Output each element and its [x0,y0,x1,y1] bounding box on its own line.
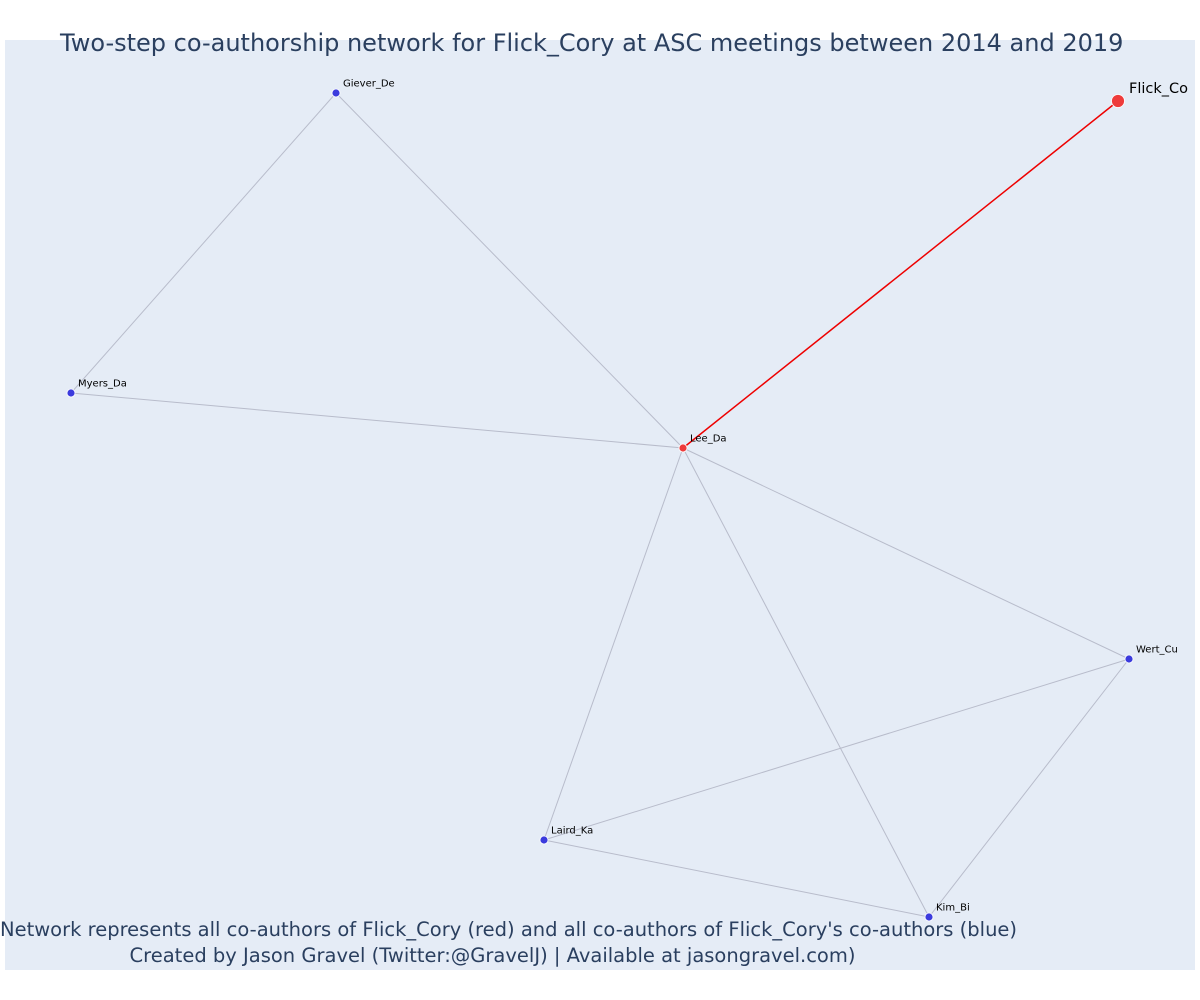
node-label-Myers_Da: Myers_Da [78,379,127,390]
node-label-Wert_Cu: Wert_Cu [1136,645,1178,656]
edge-Giever_De-Myers_Da [70,92,337,394]
edge-Lee_Da-Giever_De [335,92,684,449]
edge-Lee_Da-Wert_Cu [682,447,1130,660]
node-Lee_Da[interactable] [678,443,688,453]
node-label-Laird_Ka: Laird_Ka [551,826,593,837]
node-Laird_Ka[interactable] [539,835,549,845]
node-label-Kim_Bi: Kim_Bi [936,903,970,914]
edge-Laird_Ka-Kim_Bi [543,839,930,918]
node-label-Flick_Co: Flick_Co [1129,81,1188,97]
node-Wert_Cu[interactable] [1124,654,1134,664]
node-Flick_Co[interactable] [1111,94,1125,108]
plot-area [5,40,1195,970]
node-Kim_Bi[interactable] [924,912,934,922]
caption-legend-note: Network represents all co-authors of Fli… [0,918,1018,941]
node-label-Lee_Da: Lee_Da [690,434,727,445]
edge-Lee_Da-Laird_Ka [543,447,684,841]
edge-Lee_Da-Myers_Da [70,392,684,449]
edge-Wert_Cu-Kim_Bi [928,658,1130,918]
caption-credit: Created by Jason Gravel (Twitter:@Gravel… [129,944,856,967]
nodes-layer: Flick_Co Lee_Da Giever_De Myers_Da Wert_Cu La… [66,79,1188,922]
edge-Flick_Co-Lee_Da [682,100,1119,449]
edge-Lee_Da-Kim_Bi [682,447,930,918]
chart-title: Two-step co-authorship network for Flick… [60,29,1124,57]
node-Giever_De[interactable] [331,88,341,98]
node-Myers_Da[interactable] [66,388,76,398]
edge-Wert_Cu-Laird_Ka [543,658,1130,841]
node-label-Giever_De: Giever_De [343,79,395,90]
edges-layer [70,92,1130,918]
